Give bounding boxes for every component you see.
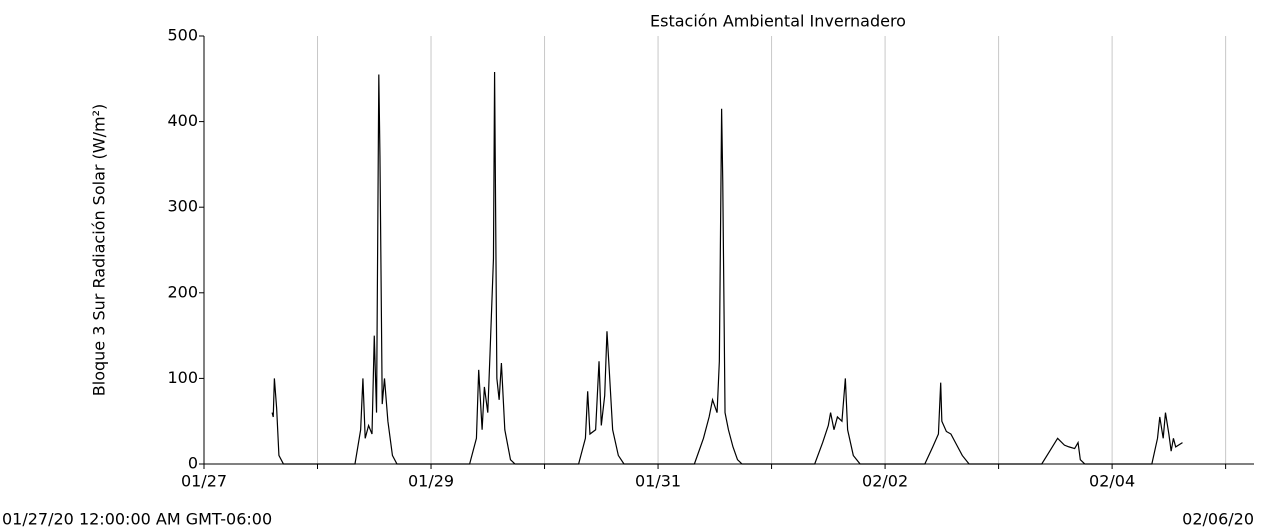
data-line bbox=[271, 71, 1183, 465]
x-tick-label: 02/02 bbox=[862, 472, 908, 491]
x-tick-label: 02/04 bbox=[1089, 472, 1135, 491]
x-tick-label: 01/29 bbox=[408, 472, 454, 491]
end-label: 02/06/20 bbox=[1182, 510, 1254, 529]
y-tick-label: 200 bbox=[167, 282, 198, 301]
x-tick-label: 01/27 bbox=[181, 472, 227, 491]
y-tick-label: 500 bbox=[167, 26, 198, 45]
y-tick-label: 300 bbox=[167, 197, 198, 216]
start-label: 01/27/20 12:00:00 AM GMT-06:00 bbox=[2, 510, 272, 529]
y-tick-label: 400 bbox=[167, 111, 198, 130]
y-tick-label: 100 bbox=[167, 368, 198, 387]
chart-title: Estación Ambiental Invernadero bbox=[650, 12, 906, 31]
y-axis-label: Bloque 3 Sur Radiación Solar (W/m²) bbox=[90, 104, 109, 396]
x-tick-label: 01/31 bbox=[635, 472, 681, 491]
y-tick-label: 0 bbox=[188, 454, 198, 473]
